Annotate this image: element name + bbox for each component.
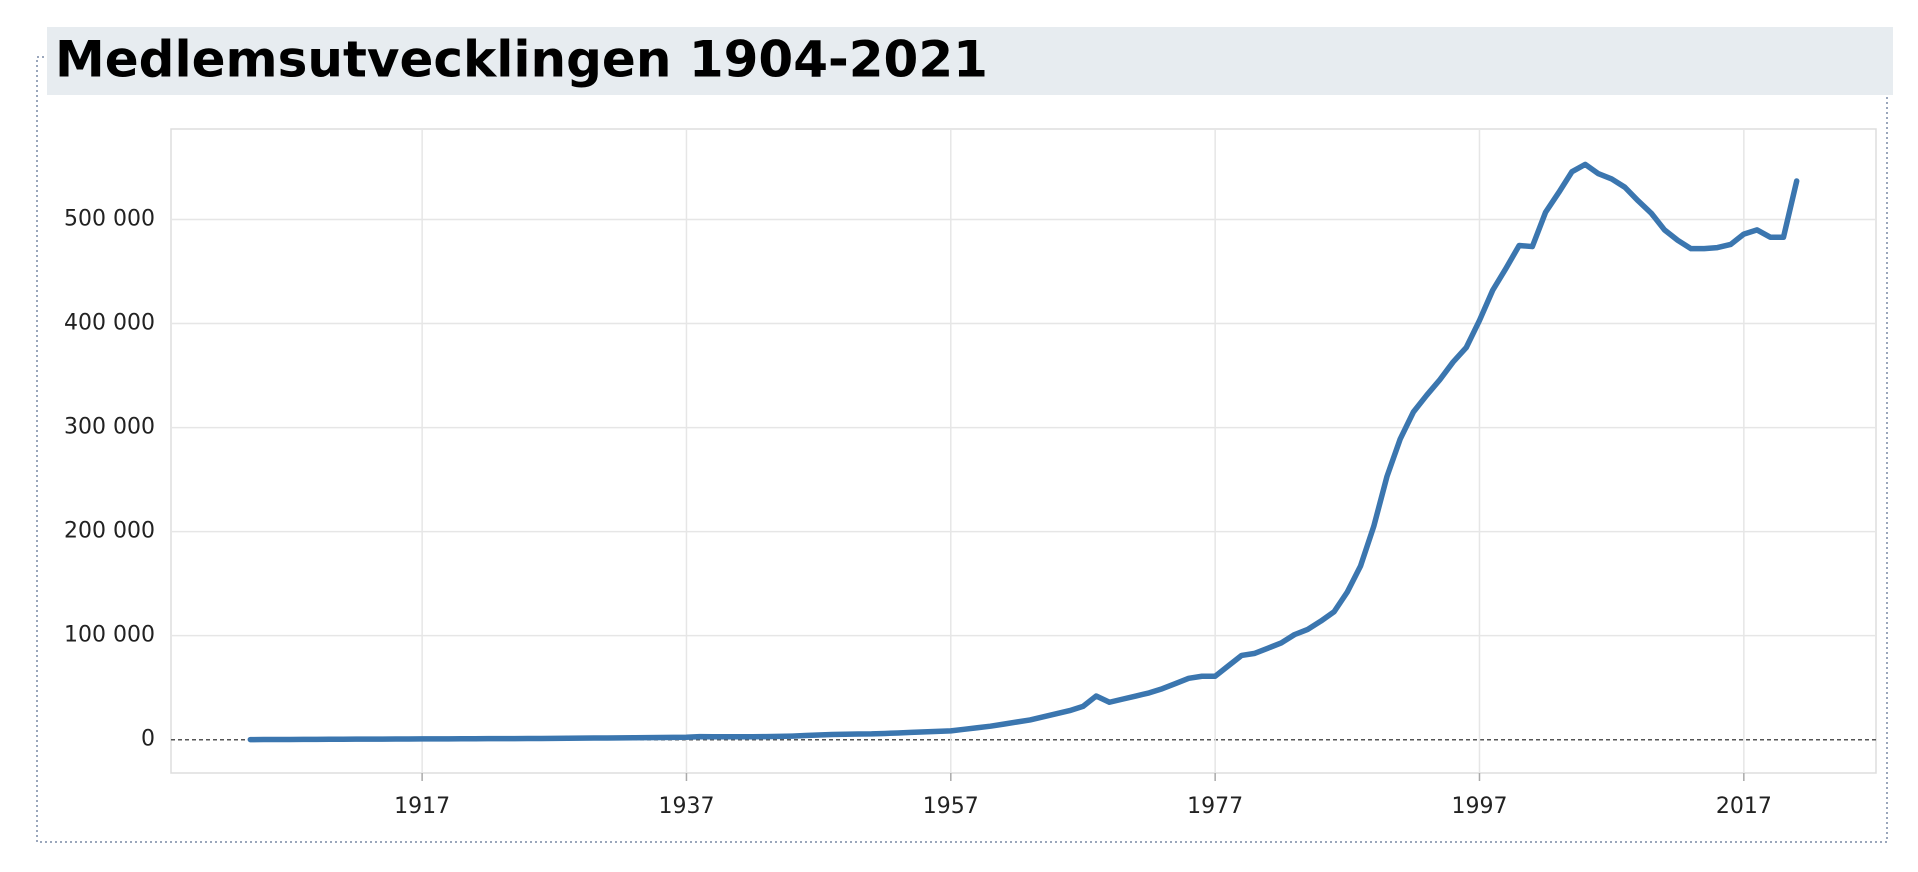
y-tick-label: 500 000 [64,207,155,232]
x-tick-label: 1917 [394,794,450,819]
y-tick-label: 300 000 [64,415,155,440]
x-tick-label: 2017 [1716,794,1772,819]
y-tick-label: 0 [141,727,155,752]
title-bar [47,27,1893,95]
chart-title: Medlemsutvecklingen 1904-2021 [55,31,988,89]
x-tick-label: 1997 [1451,794,1507,819]
line [247,161,1800,743]
y-tick-label: 400 000 [64,311,155,336]
y-tick-label: 200 000 [64,519,155,544]
plot-area [170,128,1877,774]
x-tick-label: 1977 [1187,794,1243,819]
x-tick-label: 1937 [658,794,714,819]
y-tick-label: 100 000 [64,623,155,648]
frame [36,56,1888,843]
x-tick-label: 1957 [923,794,979,819]
